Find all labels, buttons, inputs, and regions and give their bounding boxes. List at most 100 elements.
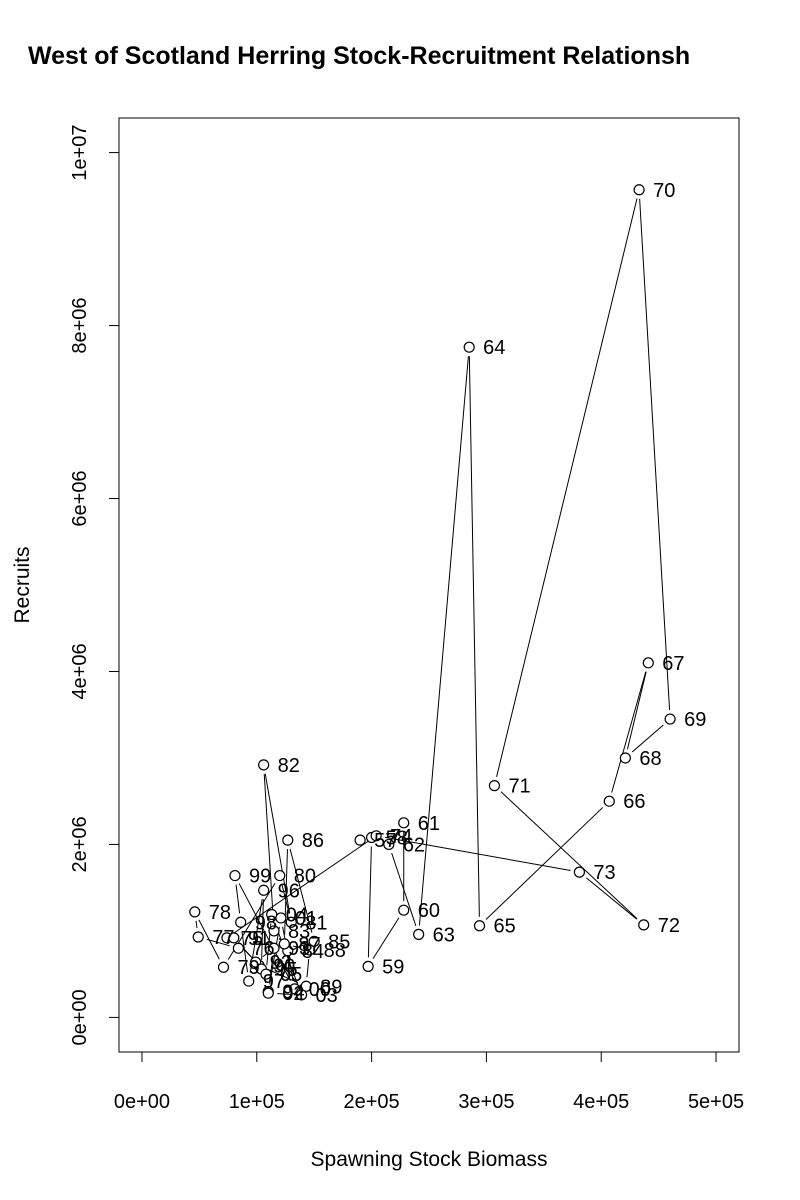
series-segment [372,917,400,960]
series-segment [418,356,469,926]
data-point-label: 82 [278,755,300,777]
data-point-label: 90 [273,956,295,978]
data-point [633,184,645,196]
data-point-label: 04 [286,904,308,926]
data-point-label: 92 [270,952,292,974]
data-point [282,834,294,846]
data-point-label: 63 [433,924,455,946]
data-points [189,184,676,1001]
series-segment [277,993,293,995]
data-point-label: 66 [623,791,645,813]
x-axis: 0e+00 1e+05 2e+05 3e+05 4e+05 5e+05 [114,1051,744,1113]
y-tick-label: 8e+06 [69,297,91,353]
data-point [619,752,631,764]
data-point [258,759,270,771]
data-point-label: 81 [305,912,327,934]
series-segment [626,671,647,750]
data-point [262,987,274,999]
series-segment [198,919,220,960]
data-point-label: 00 [309,979,331,1001]
series-segment [384,836,571,872]
data-point [573,866,586,878]
data-point [192,931,204,943]
data-point-label: 58 [386,828,408,850]
data-point-label: 62 [403,834,425,856]
data-point-label: 78 [209,902,231,924]
chart-title: West of Scotland Herring Stock-Recruitme… [28,42,691,70]
data-point-label: 61 [418,813,440,835]
y-tick-label: 6e+06 [69,470,91,526]
series-segment [611,671,647,793]
data-point [303,944,316,956]
data-point [268,925,280,937]
data-point-label: 99 [249,866,271,888]
data-point [266,908,278,921]
series-segment [206,938,230,947]
data-point [413,928,425,940]
series-segment [306,958,310,978]
point-labels: 5758596061626364656667686970717273747576… [209,180,707,1007]
data-point-label: 05 [280,964,302,986]
data-point [300,980,312,992]
data-point-label: 98 [255,912,277,934]
data-point-label: 80 [294,866,316,888]
data-point [275,912,287,924]
data-point [295,989,308,1001]
data-point-label: 84 [302,941,324,963]
data-point [285,916,297,928]
data-point-label: 76 [252,938,274,960]
data-point [362,960,374,972]
x-tick-label: 5e+05 [688,1091,744,1113]
series-segment [262,953,268,958]
data-point-label: 77 [212,927,234,949]
series-segment [631,724,664,753]
data-point [268,942,280,954]
series-segment [639,198,671,711]
data-point-label: 02 [282,983,304,1005]
data-point [232,942,245,954]
data-point-label: 75 [241,928,263,950]
data-point [235,916,247,928]
data-point-label: 57 [374,830,396,852]
series-segment [261,899,264,960]
data-point [189,906,201,918]
y-tick-label: 0e+00 [69,989,91,1045]
data-point-label: 01 [295,908,317,930]
data-point-label: 72 [658,915,680,937]
y-axis-label: Recruits [11,546,34,623]
y-tick-label: 1e+07 [69,125,91,181]
data-point [260,968,272,980]
data-point [274,869,286,882]
series-segment [586,877,638,920]
series-segment [195,920,198,929]
data-point-label: 79 [237,957,259,979]
data-point-label: 85 [328,931,350,953]
data-point [638,919,650,931]
data-point-label: 86 [302,830,324,852]
data-point [229,869,241,882]
data-point-label: 67 [662,653,684,675]
data-point-label: 69 [684,709,706,731]
data-point [217,961,230,973]
data-point-label: 96 [278,880,300,902]
series-segment [241,931,249,973]
series-segment [268,957,274,983]
data-point [308,935,320,947]
x-tick-label: 0e+00 [114,1091,170,1113]
series-segment [264,773,291,914]
series-segment [500,791,638,920]
series-segment [393,829,400,838]
data-point-label: 59 [382,956,404,978]
y-tick-label: 2e+06 [69,816,91,872]
y-axis: 0e+00 2e+06 4e+06 6e+06 8e+06 1e+07 [69,125,120,1045]
data-point-label: 71 [508,776,530,798]
data-point-label: 93 [288,938,310,960]
data-point [243,975,255,987]
data-point-label: 95 [275,959,297,981]
series-segment [367,846,372,958]
x-tick-label: 1e+05 [229,1091,285,1113]
data-point-label: 73 [593,862,615,884]
data-point [603,795,615,807]
data-point-label: 97 [263,971,285,993]
